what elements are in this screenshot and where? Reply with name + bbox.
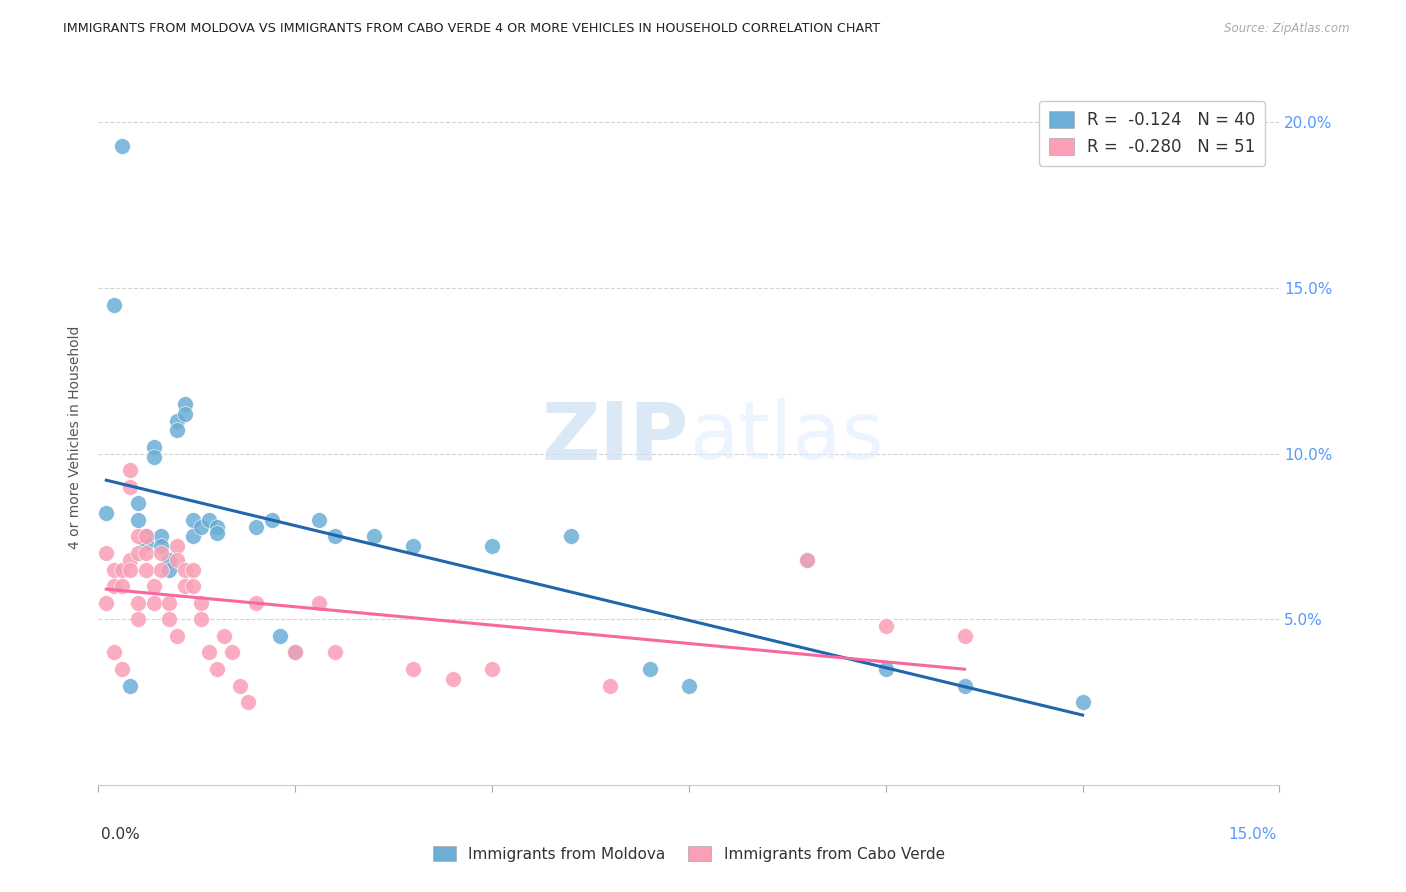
Point <box>166 540 188 554</box>
Point <box>157 552 180 566</box>
Point <box>205 662 228 676</box>
Point <box>166 629 188 643</box>
Point <box>118 563 141 577</box>
Point <box>135 536 157 550</box>
Point <box>157 596 180 610</box>
Text: Source: ZipAtlas.com: Source: ZipAtlas.com <box>1225 22 1350 36</box>
Point <box>96 596 118 610</box>
Point <box>135 529 157 543</box>
Point <box>96 506 118 520</box>
Text: 15.0%: 15.0% <box>1229 827 1277 841</box>
Point <box>214 629 236 643</box>
Point <box>181 513 204 527</box>
Point <box>174 579 197 593</box>
Point <box>96 546 118 560</box>
Point <box>118 679 141 693</box>
Point <box>197 513 219 527</box>
Point <box>127 596 149 610</box>
Point <box>150 529 173 543</box>
Text: atlas: atlas <box>689 398 883 476</box>
Point <box>402 540 425 554</box>
Point <box>308 513 330 527</box>
Point <box>953 629 976 643</box>
Point <box>142 579 165 593</box>
Point <box>142 440 165 454</box>
Point <box>103 563 125 577</box>
Point <box>229 679 252 693</box>
Point <box>111 662 134 676</box>
Point <box>638 662 661 676</box>
Point <box>197 645 219 659</box>
Point <box>323 529 346 543</box>
Point <box>157 612 180 626</box>
Point <box>181 579 204 593</box>
Point <box>127 496 149 510</box>
Point <box>796 552 818 566</box>
Text: 0.0%: 0.0% <box>101 827 141 841</box>
Point <box>308 596 330 610</box>
Point <box>174 397 197 411</box>
Point <box>150 540 173 554</box>
Point <box>127 612 149 626</box>
Point <box>599 679 621 693</box>
Point <box>205 526 228 541</box>
Point <box>441 672 464 686</box>
Point <box>190 519 212 533</box>
Text: IMMIGRANTS FROM MOLDOVA VS IMMIGRANTS FROM CABO VERDE 4 OR MORE VEHICLES IN HOUS: IMMIGRANTS FROM MOLDOVA VS IMMIGRANTS FR… <box>63 22 880 36</box>
Point <box>111 579 134 593</box>
Point <box>118 480 141 494</box>
Point <box>150 563 173 577</box>
Point <box>181 529 204 543</box>
Point <box>111 138 134 153</box>
Point <box>150 546 173 560</box>
Point <box>142 596 165 610</box>
Point <box>284 645 307 659</box>
Point <box>875 662 897 676</box>
Point <box>127 529 149 543</box>
Point <box>953 679 976 693</box>
Point <box>190 612 212 626</box>
Point <box>127 546 149 560</box>
Point <box>796 552 818 566</box>
Point <box>221 645 243 659</box>
Point <box>363 529 385 543</box>
Point <box>402 662 425 676</box>
Point <box>103 297 125 311</box>
Point <box>174 407 197 421</box>
Point <box>142 450 165 464</box>
Point <box>181 563 204 577</box>
Point <box>236 695 259 709</box>
Point <box>875 619 897 633</box>
Y-axis label: 4 or more Vehicles in Household: 4 or more Vehicles in Household <box>69 326 83 549</box>
Point <box>245 596 267 610</box>
Point <box>103 579 125 593</box>
Point <box>118 552 141 566</box>
Point <box>245 519 267 533</box>
Point <box>284 645 307 659</box>
Point <box>174 563 197 577</box>
Point <box>166 552 188 566</box>
Point <box>127 513 149 527</box>
Point <box>323 645 346 659</box>
Point <box>118 463 141 477</box>
Point <box>481 540 503 554</box>
Point <box>1071 695 1094 709</box>
Point <box>260 513 283 527</box>
Point <box>678 679 700 693</box>
Point <box>135 529 157 543</box>
Point <box>135 546 157 560</box>
Point <box>135 563 157 577</box>
Point <box>560 529 582 543</box>
Point <box>205 519 228 533</box>
Text: ZIP: ZIP <box>541 398 689 476</box>
Point <box>166 424 188 438</box>
Point <box>111 563 134 577</box>
Legend: Immigrants from Moldova, Immigrants from Cabo Verde: Immigrants from Moldova, Immigrants from… <box>427 839 950 868</box>
Point <box>103 645 125 659</box>
Point <box>157 563 180 577</box>
Point <box>269 629 291 643</box>
Point <box>166 413 188 427</box>
Point <box>190 596 212 610</box>
Point <box>481 662 503 676</box>
